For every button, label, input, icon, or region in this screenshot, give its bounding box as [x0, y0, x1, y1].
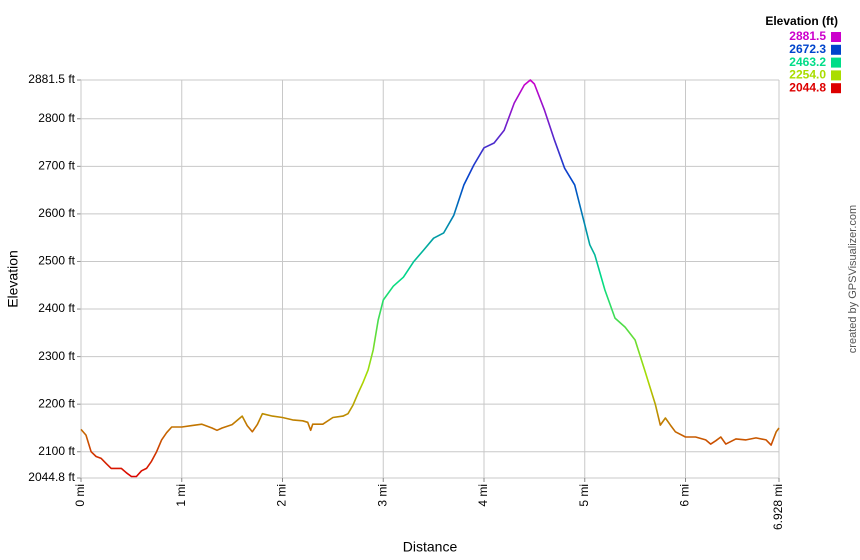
x-axis-label: Distance: [403, 539, 458, 555]
y-tick-label: 2100 ft: [38, 444, 75, 458]
y-tick-label: 2800 ft: [38, 111, 75, 125]
y-tick-label: 2400 ft: [38, 301, 75, 315]
y-tick-label: 2500 ft: [38, 254, 75, 268]
y-tick-label: 2044.8 ft: [28, 470, 75, 484]
x-tick-label: 5 mi: [577, 484, 591, 507]
legend-label: 2881.5: [789, 29, 826, 43]
x-tick-label: 6 mi: [678, 484, 692, 507]
credit: created by GPSVisualizer.com: [847, 205, 859, 353]
y-tick-label: 2300 ft: [38, 349, 75, 363]
legend-swatch: [831, 32, 841, 42]
x-tick-label: 6.928 mi: [771, 484, 785, 530]
legend-title: Elevation (ft): [765, 14, 838, 28]
x-tick-label: 4 mi: [476, 484, 490, 507]
y-tick-label: 2700 ft: [38, 159, 75, 173]
x-tick-label: 2 mi: [275, 484, 289, 507]
legend-label: 2672.3: [789, 42, 826, 56]
elevation-line: [80, 79, 780, 478]
legend-label: 2044.8: [789, 80, 826, 94]
legend-swatch: [831, 44, 841, 55]
y-tick-label: 2200 ft: [38, 396, 75, 410]
y-tick-label: 2600 ft: [38, 206, 75, 220]
x-tick-label: 3 mi: [375, 484, 389, 507]
legend-swatch: [831, 57, 841, 68]
x-tick-label: 1 mi: [174, 484, 188, 507]
legend-swatch: [831, 83, 841, 94]
legend-label: 2254.0: [789, 68, 826, 82]
y-axis-label: Elevation: [5, 250, 21, 308]
legend-swatch: [831, 70, 841, 81]
legend-label: 2463.2: [789, 55, 826, 69]
y-tick-label: 2881.5 ft: [28, 72, 75, 86]
x-tick-label: 0 mi: [73, 484, 87, 507]
